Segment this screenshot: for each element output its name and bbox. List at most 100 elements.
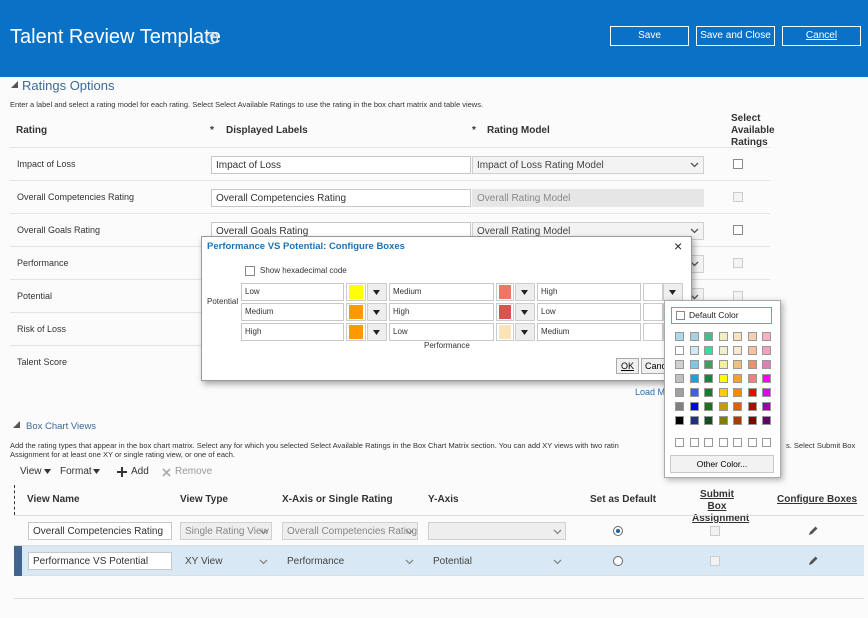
format-menu[interactable]: Format: [60, 466, 92, 477]
color-dropdown[interactable]: [515, 283, 535, 301]
available-checkbox[interactable]: [733, 225, 743, 235]
custom-swatch[interactable]: [733, 438, 742, 447]
custom-swatch[interactable]: [689, 438, 699, 447]
palette-swatch[interactable]: [675, 374, 684, 383]
box-label-input[interactable]: Medium: [241, 303, 344, 321]
save-button[interactable]: Save: [610, 26, 689, 46]
view-name-input[interactable]: Performance VS Potential: [28, 552, 172, 570]
custom-swatch[interactable]: [704, 438, 713, 447]
edit-icon[interactable]: [807, 525, 819, 537]
palette-swatch[interactable]: [704, 374, 713, 383]
palette-swatch[interactable]: [733, 360, 742, 369]
palette-swatch[interactable]: [689, 388, 699, 397]
box-label-input[interactable]: Medium: [389, 283, 494, 301]
help-icon[interactable]: [205, 31, 219, 45]
box-color-swatch[interactable]: [496, 283, 514, 301]
palette-swatch[interactable]: [689, 416, 699, 425]
palette-swatch[interactable]: [675, 346, 684, 355]
palette-swatch[interactable]: [762, 388, 771, 397]
select[interactable]: [428, 522, 566, 540]
color-dropdown[interactable]: [367, 303, 387, 321]
box-label-input[interactable]: High: [537, 283, 641, 301]
box-color-swatch[interactable]: [346, 323, 366, 341]
view-menu[interactable]: View: [20, 466, 42, 477]
model-select[interactable]: Impact of Loss Rating Model: [472, 156, 704, 174]
palette-swatch[interactable]: [718, 346, 728, 355]
select[interactable]: XY View: [185, 556, 223, 567]
box-label-input[interactable]: Low: [389, 323, 494, 341]
label-input[interactable]: Impact of Loss: [211, 156, 471, 174]
palette-swatch[interactable]: [675, 402, 684, 411]
collapse-icon[interactable]: [10, 80, 20, 90]
palette-swatch[interactable]: [704, 388, 713, 397]
custom-swatch[interactable]: [718, 438, 728, 447]
remove-button[interactable]: Remove: [175, 466, 213, 477]
palette-swatch[interactable]: [747, 360, 757, 369]
default-radio[interactable]: [613, 556, 623, 566]
color-dropdown[interactable]: [663, 283, 683, 301]
palette-swatch[interactable]: [747, 374, 757, 383]
box-label-input[interactable]: High: [389, 303, 494, 321]
palette-swatch[interactable]: [718, 332, 728, 341]
palette-swatch[interactable]: [762, 374, 771, 383]
box-color-swatch[interactable]: [643, 303, 663, 321]
palette-swatch[interactable]: [675, 416, 684, 425]
add-button[interactable]: Add: [131, 466, 149, 477]
ok-button[interactable]: OK: [616, 358, 639, 374]
palette-swatch[interactable]: [733, 332, 742, 341]
palette-swatch[interactable]: [689, 346, 699, 355]
custom-swatch[interactable]: [762, 438, 771, 447]
palette-swatch[interactable]: [704, 332, 713, 341]
available-checkbox[interactable]: [733, 159, 743, 169]
close-button[interactable]: ×: [674, 238, 683, 254]
palette-swatch[interactable]: [733, 346, 742, 355]
palette-swatch[interactable]: [762, 346, 771, 355]
box-color-swatch[interactable]: [496, 303, 514, 321]
select[interactable]: Overall Competencies Rating: [282, 522, 418, 540]
select[interactable]: Potential: [433, 556, 472, 567]
palette-swatch[interactable]: [675, 332, 684, 341]
edit-icon[interactable]: [807, 555, 819, 567]
box-label-input[interactable]: Low: [241, 283, 344, 301]
palette-swatch[interactable]: [675, 360, 684, 369]
custom-swatch[interactable]: [747, 438, 757, 447]
hex-checkbox[interactable]: [245, 266, 255, 276]
palette-swatch[interactable]: [747, 346, 757, 355]
palette-swatch[interactable]: [689, 402, 699, 411]
palette-swatch[interactable]: [762, 402, 771, 411]
palette-swatch[interactable]: [747, 388, 757, 397]
palette-swatch[interactable]: [704, 402, 713, 411]
box-color-swatch[interactable]: [496, 323, 514, 341]
palette-swatch[interactable]: [762, 416, 771, 425]
box-color-swatch[interactable]: [346, 303, 366, 321]
palette-swatch[interactable]: [689, 360, 699, 369]
box-color-swatch[interactable]: [643, 323, 663, 341]
collapse-icon[interactable]: [12, 420, 22, 430]
load-link[interactable]: Load M: [635, 387, 666, 397]
color-dropdown[interactable]: [515, 303, 535, 321]
palette-swatch[interactable]: [689, 332, 699, 341]
other-color-button[interactable]: Other Color...: [670, 455, 774, 473]
palette-swatch[interactable]: [689, 374, 699, 383]
palette-swatch[interactable]: [762, 360, 771, 369]
view-name-input[interactable]: Overall Competencies Rating: [28, 522, 172, 540]
palette-swatch[interactable]: [762, 332, 771, 341]
palette-swatch[interactable]: [747, 402, 757, 411]
select[interactable]: Single Rating View: [180, 522, 272, 540]
palette-swatch[interactable]: [718, 388, 728, 397]
save-close-button[interactable]: Save and Close: [696, 26, 775, 46]
select[interactable]: Performance: [287, 556, 345, 567]
box-color-swatch[interactable]: [643, 283, 663, 301]
palette-swatch[interactable]: [718, 374, 728, 383]
cancel-button[interactable]: Cancel: [782, 26, 861, 46]
palette-swatch[interactable]: [675, 388, 684, 397]
color-dropdown[interactable]: [367, 283, 387, 301]
box-label-input[interactable]: High: [241, 323, 344, 341]
palette-swatch[interactable]: [733, 388, 742, 397]
color-dropdown[interactable]: [367, 323, 387, 341]
palette-swatch[interactable]: [747, 332, 757, 341]
palette-swatch[interactable]: [733, 402, 742, 411]
palette-swatch[interactable]: [733, 374, 742, 383]
box-color-swatch[interactable]: [346, 283, 366, 301]
palette-swatch[interactable]: [704, 346, 713, 355]
